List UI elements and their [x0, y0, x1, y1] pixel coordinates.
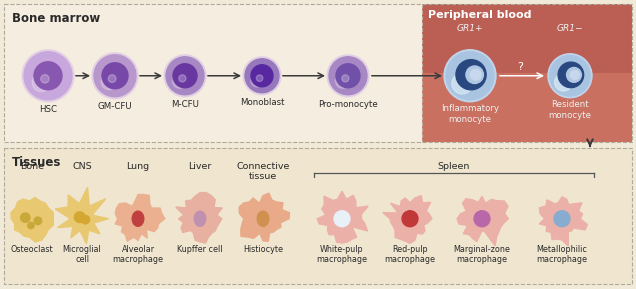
Text: HSC: HSC: [39, 105, 57, 114]
Text: Lung: Lung: [127, 162, 149, 171]
Text: Kupffer cell: Kupffer cell: [177, 245, 223, 254]
Text: GR1+: GR1+: [457, 24, 483, 33]
Text: Monoblast: Monoblast: [240, 98, 284, 107]
Bar: [4, 4, 632, 142]
Text: Connective
tissue: Connective tissue: [237, 162, 289, 181]
Circle shape: [34, 62, 62, 90]
Text: Liver: Liver: [188, 162, 212, 171]
Text: Tissues: Tissues: [12, 156, 62, 169]
Circle shape: [20, 213, 30, 222]
Polygon shape: [317, 191, 368, 243]
Circle shape: [558, 62, 584, 88]
Text: Osteoclast: Osteoclast: [11, 245, 53, 254]
Text: GM-CFU: GM-CFU: [97, 102, 132, 111]
Circle shape: [41, 75, 49, 83]
Circle shape: [567, 67, 581, 82]
Circle shape: [548, 54, 592, 98]
Text: GR1−: GR1−: [556, 24, 583, 33]
Text: Bone marrow: Bone marrow: [12, 12, 100, 25]
Circle shape: [28, 222, 34, 229]
Circle shape: [471, 69, 481, 80]
Circle shape: [336, 64, 360, 88]
Polygon shape: [11, 198, 53, 242]
Ellipse shape: [257, 211, 269, 226]
Circle shape: [444, 50, 496, 102]
Polygon shape: [55, 187, 109, 244]
Circle shape: [474, 211, 490, 227]
Text: Marginal-zone
macrophage: Marginal-zone macrophage: [453, 245, 511, 264]
Circle shape: [251, 65, 273, 87]
Ellipse shape: [132, 211, 144, 226]
Bar: [4, 148, 632, 284]
Polygon shape: [176, 192, 223, 243]
Circle shape: [335, 74, 350, 88]
Circle shape: [172, 74, 187, 88]
Circle shape: [570, 71, 579, 79]
Text: Peripheral blood: Peripheral blood: [428, 10, 532, 20]
Text: ?: ?: [517, 62, 523, 72]
Circle shape: [256, 75, 263, 81]
Text: Alveolar
macrophage: Alveolar macrophage: [113, 245, 163, 264]
Circle shape: [334, 211, 350, 227]
Ellipse shape: [194, 211, 206, 226]
Polygon shape: [239, 193, 289, 241]
Circle shape: [555, 74, 572, 91]
Polygon shape: [115, 194, 165, 241]
Bar: [4, 148, 632, 284]
Circle shape: [92, 53, 138, 99]
Text: M-CFU: M-CFU: [171, 100, 199, 109]
Circle shape: [329, 57, 367, 95]
Bar: [422, 4, 632, 73]
Circle shape: [34, 217, 42, 225]
Circle shape: [102, 63, 128, 89]
Text: CNS: CNS: [73, 162, 92, 171]
Circle shape: [94, 55, 136, 97]
Polygon shape: [539, 197, 587, 246]
Text: Bone: Bone: [20, 162, 44, 171]
Circle shape: [164, 55, 206, 97]
Circle shape: [24, 52, 72, 100]
Circle shape: [342, 75, 349, 82]
Circle shape: [456, 60, 486, 90]
Circle shape: [173, 64, 197, 88]
Text: Pro-monocyte: Pro-monocyte: [318, 100, 378, 109]
Text: White-pulp
macrophage: White-pulp macrophage: [317, 245, 368, 264]
Circle shape: [554, 211, 570, 227]
Bar: [422, 73, 632, 142]
Text: Inflammatory
monocyte: Inflammatory monocyte: [441, 104, 499, 124]
Circle shape: [251, 74, 264, 87]
Text: Metallophilic
macrophage: Metallophilic macrophage: [537, 245, 588, 264]
Text: Histiocyte: Histiocyte: [243, 245, 283, 254]
Circle shape: [446, 52, 494, 100]
Circle shape: [243, 57, 281, 95]
Circle shape: [74, 212, 85, 223]
Circle shape: [550, 55, 590, 96]
Circle shape: [327, 55, 369, 97]
Bar: [4, 4, 632, 142]
Circle shape: [402, 211, 418, 227]
Text: Microglial
cell: Microglial cell: [62, 245, 101, 264]
Circle shape: [179, 75, 186, 82]
Text: Resident
monocyte: Resident monocyte: [548, 100, 591, 120]
Circle shape: [245, 59, 279, 93]
Circle shape: [22, 50, 74, 102]
Circle shape: [108, 75, 116, 83]
Circle shape: [101, 74, 117, 90]
Text: Spleen: Spleen: [438, 162, 470, 171]
Polygon shape: [383, 195, 432, 243]
Polygon shape: [457, 197, 508, 246]
Circle shape: [466, 66, 483, 84]
Circle shape: [81, 216, 90, 224]
Text: Red-pulp
macrophage: Red-pulp macrophage: [385, 245, 436, 264]
Circle shape: [452, 73, 473, 94]
Circle shape: [166, 57, 204, 95]
Circle shape: [32, 73, 50, 92]
